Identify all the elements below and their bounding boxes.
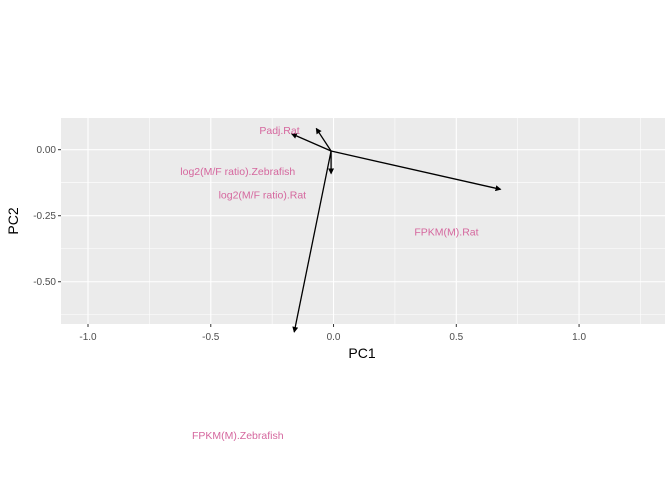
loading-label: FPKM(M).Zebrafish	[192, 430, 284, 442]
loading-arrow	[315, 127, 332, 152]
plot-panel	[61, 118, 665, 324]
x-tick-label: 0.5	[449, 332, 463, 343]
x-tick-label: -1.0	[79, 332, 97, 343]
x-axis-title: PC1	[348, 345, 375, 361]
minor-grid	[61, 118, 665, 324]
loading-vectors	[290, 127, 502, 333]
y-tick-label: 0.00	[37, 145, 57, 156]
loading-arrow	[292, 150, 332, 333]
loading-arrow	[290, 133, 332, 152]
axis-ticks: -1.0 -0.5 0.0 0.5 1.0 0.00 -0.25 -0.50	[33, 145, 586, 343]
y-tick-label: -0.50	[33, 277, 56, 288]
y-axis-title: PC2	[5, 207, 21, 234]
y-tick-label: -0.25	[33, 211, 56, 222]
loading-arrow	[330, 150, 502, 192]
loading-labels: Padj.Rat log2(M/F ratio).Zebrafish log2(M/…	[180, 125, 478, 442]
x-tick-label: -0.5	[202, 332, 220, 343]
loading-label: log2(M/F ratio).Zebrafish	[180, 166, 295, 178]
x-tick-label: 0.0	[327, 332, 341, 343]
loading-label: log2(M/F ratio).Rat	[219, 190, 307, 202]
loading-label: FPKM(M).Rat	[414, 227, 478, 239]
major-grid	[61, 118, 665, 324]
x-tick-label: 1.0	[572, 332, 586, 343]
loading-label: Padj.Rat	[259, 125, 299, 137]
